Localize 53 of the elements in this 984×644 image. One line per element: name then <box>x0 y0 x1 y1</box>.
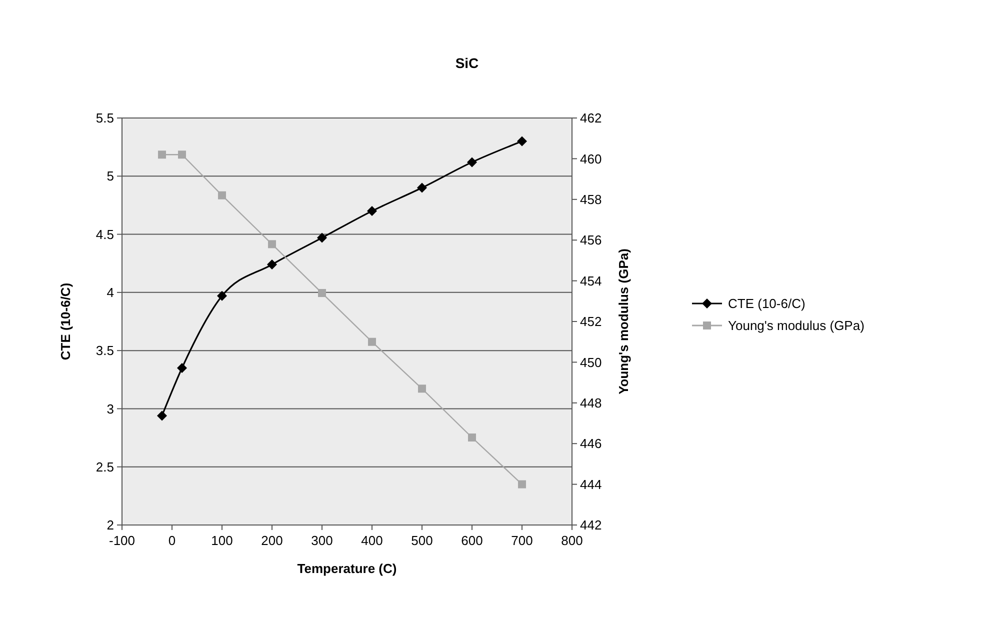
point <box>217 290 227 301</box>
y2-axis-title: Young's modulus (GPa) <box>616 248 631 394</box>
y2-tick-label: 454 <box>580 273 602 288</box>
point <box>177 363 187 374</box>
point <box>368 338 376 346</box>
x-axis-title: Temperature (C) <box>297 561 397 576</box>
x-tick-label: -100 <box>108 533 136 548</box>
legend-label: CTE (10-6/C) <box>728 296 806 312</box>
point <box>157 410 167 421</box>
x-tick-label: 500 <box>411 533 433 548</box>
point <box>417 182 427 193</box>
point <box>178 150 186 159</box>
y2-tick-label: 456 <box>580 232 602 248</box>
chart-title: SiC <box>455 55 479 71</box>
y2-tick-label: 462 <box>580 110 602 126</box>
point <box>517 136 527 146</box>
y2-tick-label: 460 <box>580 151 602 166</box>
y2-tick-label: 458 <box>580 192 602 207</box>
y2-tick-label: 442 <box>580 518 602 533</box>
point <box>467 157 477 168</box>
y-tick-label: 5 <box>106 168 114 184</box>
x-tick-label: 200 <box>261 533 283 548</box>
x-tick-label: 600 <box>461 533 483 548</box>
point <box>318 289 326 298</box>
point <box>468 433 476 442</box>
point <box>518 480 526 488</box>
y2-tick-label: 452 <box>580 314 602 330</box>
y-tick-label: 2.5 <box>96 459 114 474</box>
x-tick-label: 100 <box>211 533 233 548</box>
y2-tick-label: 444 <box>580 476 602 492</box>
point <box>367 206 377 216</box>
y-axis-title: CTE (10-6/C) <box>58 282 73 360</box>
y-tick-label: 5.5 <box>96 110 114 126</box>
point <box>218 191 226 200</box>
point <box>158 150 166 159</box>
y-tick-label: 4 <box>106 284 114 300</box>
x-tick-label: 300 <box>311 533 333 548</box>
x-tick-label: 0 <box>168 533 176 548</box>
point <box>317 232 327 243</box>
y-tick-label: 2 <box>106 518 114 533</box>
x-tick-label: 400 <box>361 533 383 548</box>
point <box>268 240 276 248</box>
x-tick-label: 700 <box>511 533 533 548</box>
x-tick-label: 800 <box>561 533 583 548</box>
y-tick-label: 3.5 <box>96 343 114 358</box>
point <box>418 384 426 393</box>
y2-tick-label: 446 <box>580 436 602 452</box>
legend-label: Young's modulus (GPa) <box>728 318 864 334</box>
y-tick-label: 3 <box>106 401 114 416</box>
y2-tick-label: 450 <box>580 354 602 370</box>
y-tick-label: 4.5 <box>96 226 114 242</box>
point <box>267 260 277 270</box>
y2-tick-label: 448 <box>580 395 602 410</box>
